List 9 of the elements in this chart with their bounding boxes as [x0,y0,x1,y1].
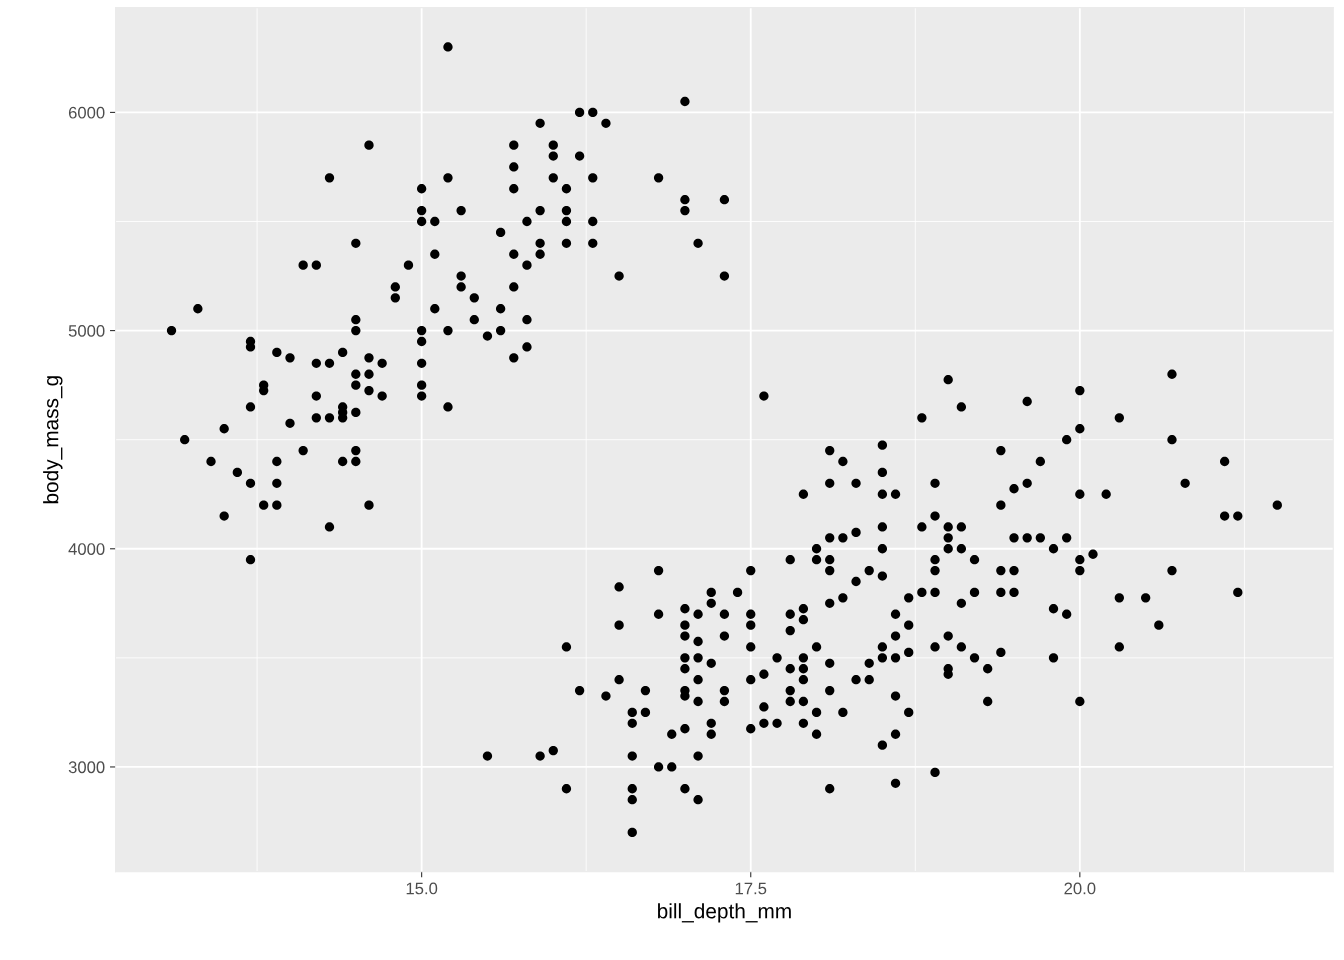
y-tick-label: 4000 [68,543,105,555]
y-tick-label: 6000 [68,106,105,119]
x-tick-label: 15.0 [406,882,438,895]
y-axis-title: body_mass_g [43,376,63,504]
x-axis-title: bill_depth_mm [658,903,791,923]
y-tick-label: 3000 [68,761,105,774]
y-tick-label: 5000 [68,324,105,337]
x-tick-label: 17.5 [735,882,767,895]
x-tick-label: 20.0 [1064,882,1096,895]
